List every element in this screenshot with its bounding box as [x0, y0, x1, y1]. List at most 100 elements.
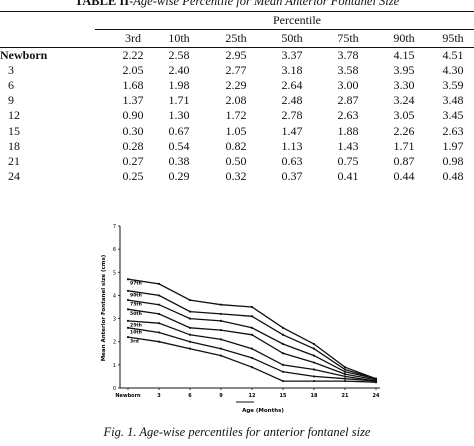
x-tick-label: 9 [219, 393, 223, 399]
x-tick-label: 12 [249, 393, 256, 399]
table-cell: 0.63 [281, 153, 303, 168]
data-point [281, 342, 285, 346]
data-point [312, 354, 316, 357]
table-cell: 1.98 [168, 78, 190, 93]
table-cell: 2.26 [393, 123, 415, 138]
table-cell: 2.22 [122, 48, 144, 62]
row-label: 3 [8, 63, 14, 78]
table-cell: 0.87 [393, 153, 415, 168]
x-tick-label: 15 [280, 393, 287, 399]
data-point [250, 305, 254, 309]
table-row: 12 0.90 1.30 1.72 2.78 2.63 3.05 3.45 [0, 108, 474, 125]
y-tick-label: 0 [113, 386, 116, 392]
table-cell: 2.58 [168, 48, 190, 62]
series-label: 10th [130, 329, 142, 335]
table-cell: 2.05 [122, 63, 144, 78]
table-row: 6 1.68 1.98 2.29 2.64 3.00 3.30 3.59 [0, 78, 474, 95]
row-label: Newborn [0, 48, 48, 62]
series-label: 25th [130, 322, 142, 328]
table-cell: 0.32 [225, 168, 247, 183]
table-title: -Age-wise Percentile for Mean Anterior F… [129, 0, 400, 8]
table-row: 9 1.37 1.71 2.08 2.48 2.87 3.24 3.48 [0, 93, 474, 110]
table-cell: 3.95 [393, 63, 415, 78]
table-cell: 0.98 [442, 153, 464, 168]
table-cell: 4.15 [393, 48, 415, 62]
data-point [250, 347, 254, 350]
table-cell: 0.82 [225, 138, 247, 153]
series-label: 90th [130, 292, 142, 298]
column-header-row: 3rd 10th 25th 50th 75th 90th 95th [0, 31, 474, 48]
data-point [281, 363, 285, 366]
figure-caption: Fig. 1. Age-wise percentiles for anterio… [103, 425, 371, 439]
row-label: 15 [8, 123, 20, 138]
x-tick-label: 24 [373, 393, 380, 399]
series-label: 3rd [130, 339, 139, 345]
data-point [312, 379, 316, 383]
x-tick-label: Newborn [115, 393, 141, 399]
y-tick-label: 6 [113, 247, 116, 253]
y-tick-label: 3 [113, 317, 116, 323]
data-point [219, 312, 223, 316]
row-label: 6 [8, 78, 14, 93]
table-cell: 0.25 [122, 168, 144, 183]
table-cell: 3.24 [393, 93, 415, 108]
table-cell: 3.30 [393, 78, 415, 93]
data-point [374, 381, 378, 384]
series-line-97th [127, 278, 377, 380]
data-point [157, 303, 161, 306]
column-header: 95th [442, 31, 464, 45]
table-cell: 3.58 [337, 63, 359, 78]
data-point [188, 317, 192, 320]
table-cell: 0.38 [168, 153, 190, 168]
data-point [250, 356, 254, 360]
data-point [343, 375, 347, 378]
x-tick-label: 6 [188, 393, 192, 399]
percentile-group-header: Percentile [273, 13, 321, 27]
table-caption: TABLE II-Age-wise Percentile for Mean An… [0, 0, 474, 9]
table-cell: 4.30 [442, 63, 464, 78]
table-cell: 0.90 [122, 108, 144, 123]
table-row: 18 0.28 0.54 0.82 1.13 1.43 1.71 1.97 [0, 139, 474, 156]
table-cell: 3.48 [442, 93, 464, 108]
data-point [312, 342, 316, 346]
data-point [343, 377, 347, 380]
data-point [126, 326, 130, 329]
x-tick-label: 18 [311, 393, 318, 399]
table-cell: 2.87 [337, 93, 359, 108]
data-point [312, 375, 316, 378]
table-cell: 3.37 [281, 48, 303, 62]
series-label: 75th [130, 302, 142, 308]
table-cell: 1.68 [122, 78, 144, 93]
data-point [219, 338, 223, 341]
table-cell: 1.43 [337, 138, 359, 153]
table-cell: 1.30 [168, 108, 190, 123]
data-point [188, 333, 192, 336]
table-cell: 2.29 [225, 78, 247, 93]
data-point [126, 308, 130, 311]
data-point [281, 352, 285, 355]
data-point [188, 298, 192, 302]
data-point [219, 354, 223, 357]
table-cell: 3.59 [442, 78, 464, 93]
y-axis-label: Mean Anterior Fontanel size (cms) [101, 254, 107, 361]
table-cell: 1.13 [281, 138, 303, 153]
data-point [188, 326, 192, 329]
table-row: 21 0.27 0.38 0.50 0.63 0.75 0.87 0.98 [0, 154, 474, 171]
table-cell: 1.47 [281, 123, 303, 138]
data-point [312, 368, 316, 371]
table-cell: 0.44 [393, 168, 415, 183]
data-point [281, 326, 285, 329]
data-point [250, 366, 254, 369]
data-point [219, 303, 223, 306]
data-point [312, 347, 316, 350]
data-point [126, 289, 130, 292]
table-cell: 2.63 [442, 123, 464, 138]
table-cell: 3.45 [442, 108, 464, 123]
table-cell: 2.08 [225, 93, 247, 108]
table-cell: 0.37 [281, 168, 303, 183]
y-tick-label: 1 [113, 363, 116, 369]
data-point [157, 322, 161, 325]
data-point [188, 340, 192, 343]
row-label: 12 [8, 108, 20, 123]
